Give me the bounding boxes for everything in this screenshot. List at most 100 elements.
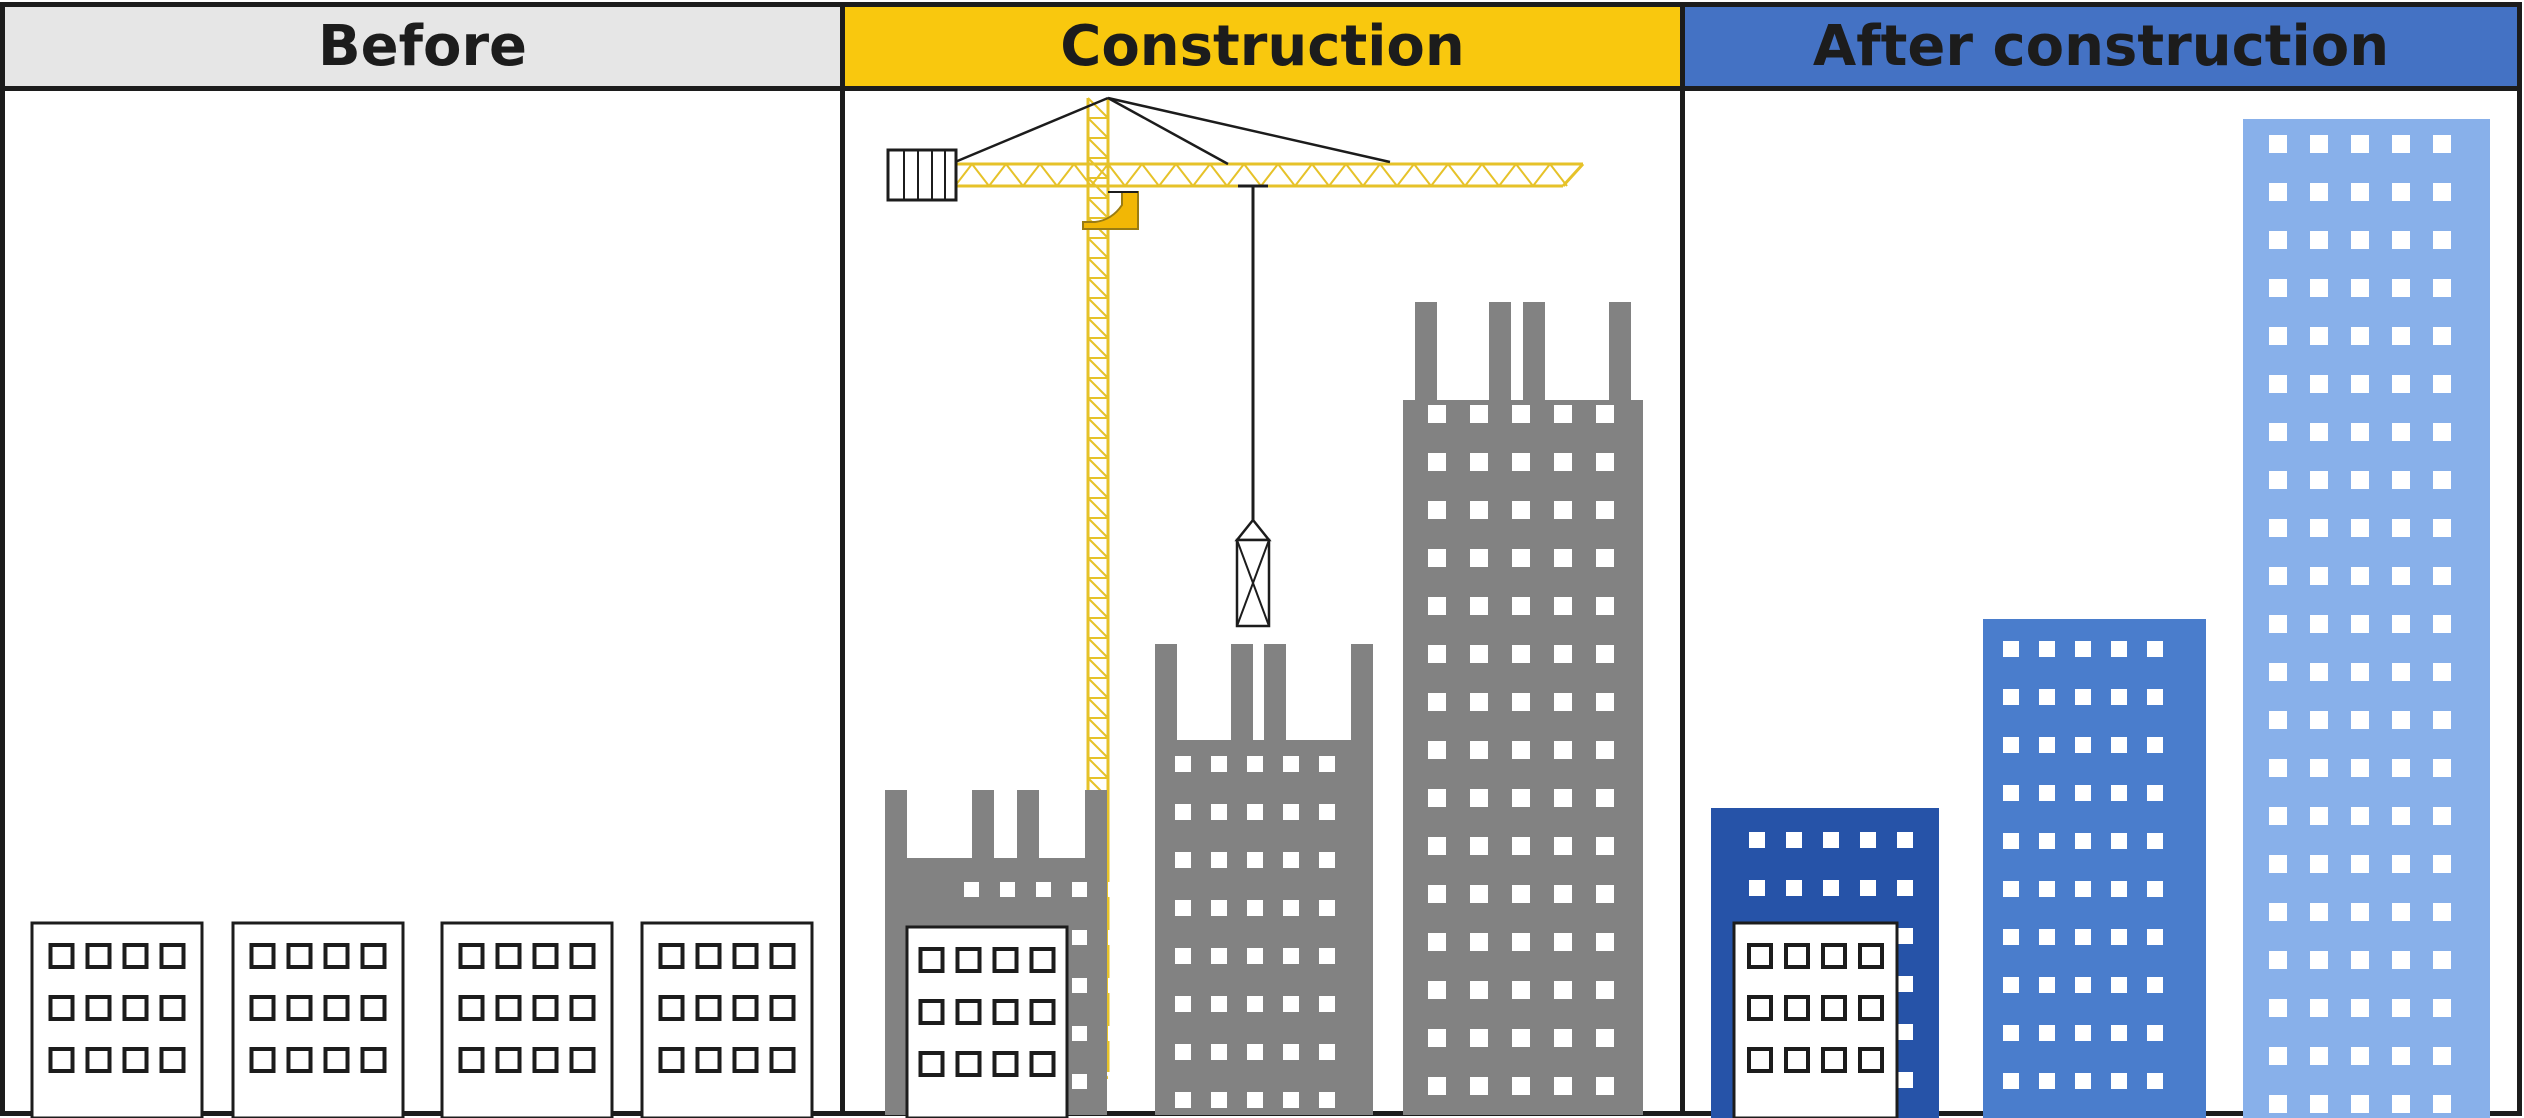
- building-window: [2351, 519, 2369, 537]
- building-window: [1554, 981, 1572, 999]
- building-window: [2111, 881, 2127, 897]
- building-window: [2351, 1047, 2369, 1065]
- building-window: [1512, 885, 1530, 903]
- crane-jib-brace: [988, 163, 1007, 187]
- building-window: [1554, 933, 1572, 951]
- building-window: [2310, 615, 2328, 633]
- building-window: [1470, 885, 1488, 903]
- crane-jib-brace: [1311, 163, 1330, 187]
- crane-mast-brace: [1087, 477, 1109, 499]
- building-window: [2351, 855, 2369, 873]
- building-window: [2075, 881, 2091, 897]
- building-window: [2433, 327, 2451, 345]
- crane-jib-brace: [1515, 163, 1534, 187]
- building-window: [1512, 453, 1530, 471]
- crane-jib-brace: [1532, 163, 1551, 187]
- building-window: [1428, 837, 1446, 855]
- building-window: [1596, 885, 1614, 903]
- crane-jib-brace: [1090, 163, 1109, 187]
- building-window: [2433, 663, 2451, 681]
- crane-jib-brace: [1498, 163, 1517, 187]
- building-window: [2351, 423, 2369, 441]
- building-window: [2039, 977, 2055, 993]
- crane-mast-brace: [1087, 637, 1109, 659]
- crane-mast-brace: [1087, 317, 1109, 339]
- old-building-window: [85, 1047, 112, 1073]
- building-window: [1554, 693, 1572, 711]
- building-window: [2351, 231, 2369, 249]
- crane-mast-brace: [1087, 617, 1109, 639]
- old-building-window: [955, 999, 982, 1025]
- building-window: [2351, 999, 2369, 1017]
- crane-jib-brace: [1192, 163, 1211, 187]
- old-building-window: [918, 999, 945, 1025]
- building-window: [1000, 882, 1015, 897]
- crane-jib-brace: [1243, 163, 1262, 187]
- building-window: [1211, 1092, 1227, 1108]
- building-window: [2147, 977, 2163, 993]
- crane-mast-brace: [1087, 337, 1109, 359]
- building-window: [1108, 882, 1123, 897]
- building-window: [2351, 903, 2369, 921]
- building-window: [2392, 855, 2410, 873]
- building-window: [1470, 645, 1488, 663]
- building-window: [1428, 789, 1446, 807]
- building-window: [2039, 641, 2055, 657]
- crane-jib-brace: [1073, 163, 1092, 187]
- unfinished-column: [1523, 302, 1545, 402]
- building-window: [1428, 501, 1446, 519]
- unfinished-column: [1085, 790, 1107, 860]
- building-window: [2433, 519, 2451, 537]
- crane-jib-brace: [1158, 163, 1177, 187]
- old-building-window: [658, 1047, 685, 1073]
- crane-jib-brace: [1328, 163, 1347, 187]
- building-window: [1596, 405, 1614, 423]
- building-window: [1554, 453, 1572, 471]
- unfinished-column: [1264, 644, 1286, 742]
- building-window: [1786, 880, 1802, 896]
- building-window: [2310, 663, 2328, 681]
- building-window: [2392, 903, 2410, 921]
- building-window: [2392, 279, 2410, 297]
- building-window: [2351, 663, 2369, 681]
- building-window: [2269, 711, 2287, 729]
- crane-jib-brace: [1260, 163, 1279, 187]
- old-building-window: [458, 1047, 485, 1073]
- building-window: [1428, 405, 1446, 423]
- crane-jib-brace: [1481, 163, 1500, 187]
- building-window: [1072, 978, 1087, 993]
- building-window: [2075, 833, 2091, 849]
- building-window: [2269, 279, 2287, 297]
- old-building-window: [323, 995, 350, 1021]
- old-building-window: [1821, 995, 1847, 1021]
- building-window: [2392, 1095, 2410, 1113]
- crane-mast-brace: [1087, 397, 1109, 419]
- building-window: [1512, 405, 1530, 423]
- building-window: [1211, 804, 1227, 820]
- building-window: [1470, 597, 1488, 615]
- building-window: [2310, 183, 2328, 201]
- crane-mast-brace: [1087, 597, 1109, 619]
- building-window: [2147, 785, 2163, 801]
- building-window: [2269, 567, 2287, 585]
- building-window: [1596, 549, 1614, 567]
- old-building-window: [658, 943, 685, 969]
- crane-jib-brace: [1447, 163, 1466, 187]
- building-window: [1512, 1029, 1530, 1047]
- building-window: [2111, 689, 2127, 705]
- crane-pendant-cable: [1107, 96, 1229, 166]
- building-window: [2111, 1025, 2127, 1041]
- building-window: [2269, 903, 2287, 921]
- building-window: [2310, 423, 2328, 441]
- building-window: [1072, 1074, 1087, 1089]
- building-window: [1175, 948, 1191, 964]
- building-window: [2310, 759, 2328, 777]
- old-building-window: [695, 995, 722, 1021]
- building-window: [2147, 641, 2163, 657]
- building-window: [2039, 833, 2055, 849]
- building-window: [1211, 1044, 1227, 1060]
- building-window: [2111, 833, 2127, 849]
- old-building-window: [1858, 1047, 1884, 1073]
- building-window: [2433, 759, 2451, 777]
- building-window: [1470, 549, 1488, 567]
